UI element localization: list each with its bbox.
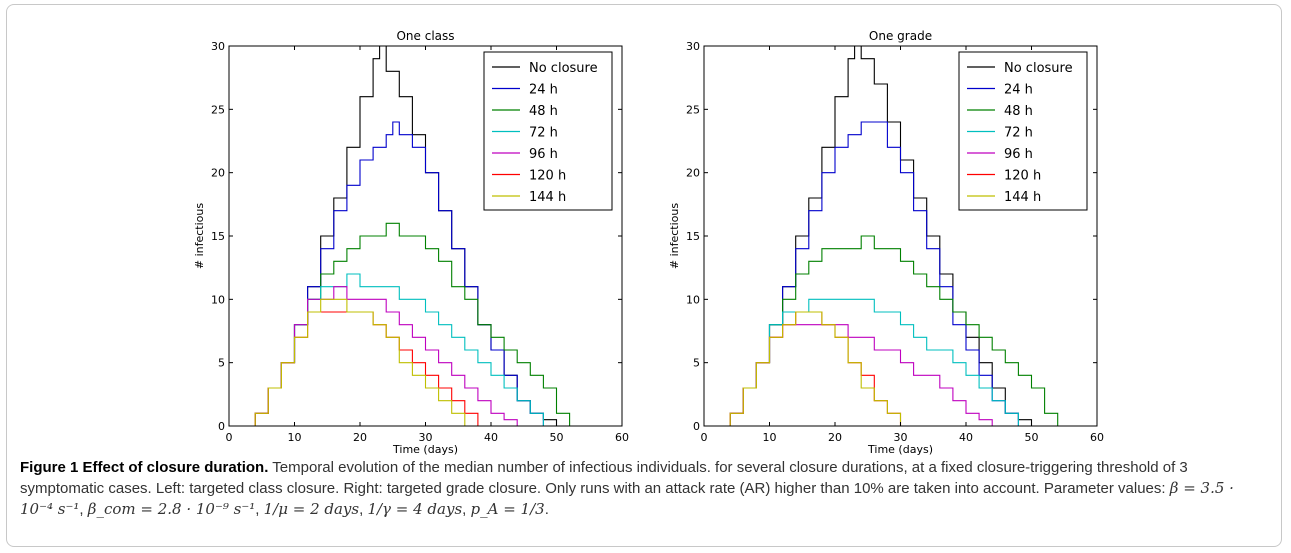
y-tick-label: 5 (693, 357, 700, 370)
figure-frame (6, 4, 1282, 547)
x-tick-label: 10 (288, 431, 302, 444)
caption-text: Temporal evolution of the median number … (20, 459, 1188, 497)
x-tick-label: 40 (959, 431, 973, 444)
y-tick-label: 15 (686, 230, 700, 243)
legend-label: 72 h (529, 126, 558, 141)
y-tick-label: 10 (686, 293, 700, 306)
legend-label: 144 h (1004, 190, 1041, 205)
legend-label: 48 h (529, 104, 558, 119)
x-tick-label: 30 (894, 431, 908, 444)
figure-caption: Figure 1 Effect of closure duration. Tem… (20, 459, 1234, 518)
y-tick-label: 5 (218, 357, 225, 370)
series-line-96-h (242, 286, 531, 427)
caption-param-beta-com: β_com = 2.8 · 10⁻⁹ s⁻¹ (87, 500, 256, 518)
series-line-120-h (242, 311, 491, 427)
chart-title: One grade (869, 29, 932, 43)
caption-param-beta: β = 3.5 · 10⁻⁴ s⁻¹ (20, 479, 1234, 518)
x-tick-label: 30 (419, 431, 433, 444)
legend-label: 24 h (529, 83, 558, 98)
legend-label: 120 h (529, 169, 566, 184)
y-axis-label: # infectious (668, 203, 681, 270)
y-tick-label: 30 (686, 40, 700, 53)
chart-title: One class (396, 29, 454, 43)
series-line-120-h (717, 311, 914, 427)
y-tick-label: 0 (218, 420, 225, 433)
x-axis-label: Time (days) (392, 443, 458, 455)
caption-param-gamma: 1/γ = 4 days (367, 500, 463, 518)
caption-param-pa: p_A = 1/3 (470, 500, 545, 518)
caption-label: Figure 1 Effect of closure duration. (20, 459, 269, 476)
series-line-144-h (242, 298, 478, 427)
x-tick-label: 10 (763, 431, 777, 444)
x-tick-label: 40 (484, 431, 498, 444)
legend-label: 48 h (1004, 104, 1033, 119)
y-tick-label: 20 (686, 167, 700, 180)
legend-label: 72 h (1004, 126, 1033, 141)
caption-param-mu: 1/μ = 2 days (263, 500, 360, 518)
legend-label: 96 h (529, 147, 558, 162)
legend-label: No closure (529, 61, 598, 76)
series-line-144-h (717, 311, 914, 427)
y-tick-label: 25 (686, 103, 700, 116)
legend-label: 96 h (1004, 147, 1033, 162)
legend: No closure 24 h 48 h 72 h 96 h 120 h 144 h (483, 51, 613, 211)
y-tick-label: 30 (211, 40, 225, 53)
x-tick-label: 0 (701, 431, 708, 444)
x-tick-label: 50 (550, 431, 564, 444)
legend-label: No closure (1004, 61, 1073, 76)
x-tick-label: 0 (226, 431, 233, 444)
y-axis-label: # infectious (193, 203, 206, 270)
y-tick-label: 0 (693, 420, 700, 433)
chart-1: 0 10 20 30 40 50 60 0 5 10 15 20 25 30 One grade Time (… (668, 29, 1104, 455)
series-line-48-h (717, 235, 1071, 427)
y-tick-label: 10 (211, 293, 225, 306)
x-tick-label: 60 (1090, 431, 1104, 444)
x-tick-label: 20 (828, 431, 842, 444)
legend-label: 24 h (1004, 83, 1033, 98)
x-tick-label: 60 (615, 431, 629, 444)
x-tick-label: 50 (1025, 431, 1039, 444)
legend-label: 144 h (529, 190, 566, 205)
chart-0: 0 10 20 30 40 50 60 0 5 10 15 20 25 30 One class Time (… (193, 29, 629, 455)
x-tick-label: 20 (353, 431, 367, 444)
legend: No closure 24 h 48 h 72 h 96 h 120 h 144 h (958, 51, 1088, 211)
y-tick-label: 15 (211, 230, 225, 243)
y-tick-label: 20 (211, 167, 225, 180)
x-axis-label: Time (days) (867, 443, 933, 455)
legend-label: 120 h (1004, 169, 1041, 184)
y-tick-label: 25 (211, 103, 225, 116)
